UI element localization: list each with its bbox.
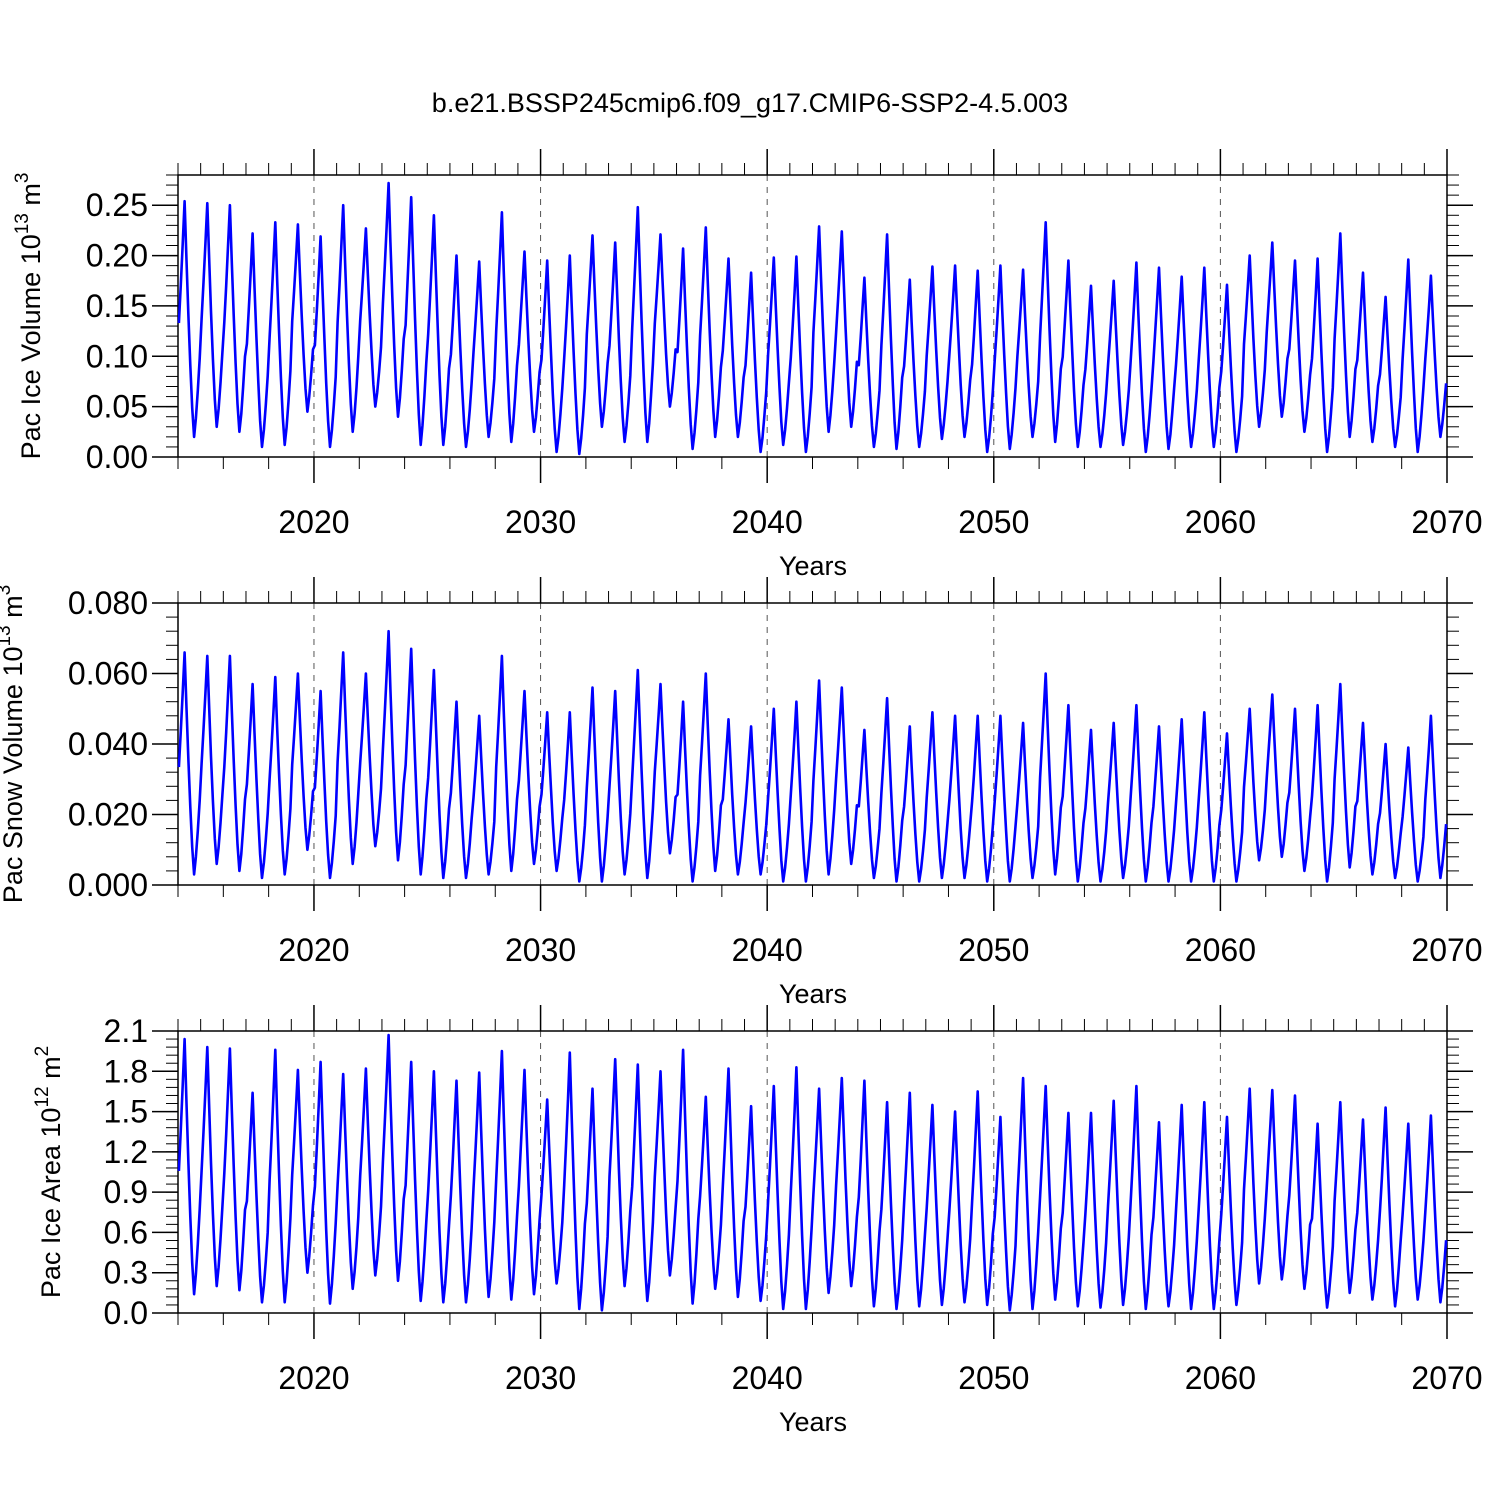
panel-1: 0.00 0.05 0.10 0.15 0.20 0.25 2020 2030 2040 2050…	[12, 149, 1483, 581]
x-tick-label: 2070	[1411, 504, 1482, 540]
x-tick-label: 2030	[505, 504, 576, 540]
x-tick-label: 2040	[732, 932, 803, 968]
y-tick-label: 0.0	[104, 1295, 148, 1331]
y-tick-label: 0.000	[68, 867, 148, 903]
chart-title: b.e21.BSSP245cmip6.f09_g17.CMIP6-SSP2-4.…	[432, 88, 1068, 118]
y-tick-label: 0.6	[104, 1214, 148, 1250]
y-tick-label: 0.15	[86, 288, 148, 324]
plot-frame	[177, 174, 1448, 458]
panel-3: 0.0 0.3 0.6 0.9 1.2 1.5 1.8 2.1 2020 2030 2040 2050…	[32, 1005, 1483, 1437]
y-axis-label: Pac Ice Area 1012 m2	[32, 1046, 66, 1298]
series-line	[177, 181, 1448, 456]
x-tick-label: 2020	[278, 932, 349, 968]
series-line	[177, 1033, 1448, 1312]
y-tick-label: 0.05	[86, 389, 148, 425]
x-tick-label: 2070	[1411, 932, 1482, 968]
x-tick-label: 2040	[732, 504, 803, 540]
y-tick-label: 0.9	[104, 1174, 148, 1210]
y-tick-label: 1.5	[104, 1094, 148, 1130]
y-tick-label: 0.10	[86, 338, 148, 374]
x-tick-label: 2060	[1185, 1360, 1256, 1396]
y-tick-label: 0.060	[68, 656, 148, 692]
x-tick-label: 2050	[958, 1360, 1029, 1396]
x-tick-label: 2020	[278, 504, 349, 540]
y-axis-label: Pac Snow Volume 1013 m3	[0, 585, 28, 903]
x-axis-label: Years	[779, 1407, 847, 1437]
x-tick-label: 2060	[1185, 932, 1256, 968]
panel-2: 0.000 0.020 0.040 0.060 0.080 2020 2030 2040 205…	[0, 577, 1483, 1009]
series-line	[177, 629, 1448, 883]
x-tick-label: 2030	[505, 932, 576, 968]
x-tick-label: 2070	[1411, 1360, 1482, 1396]
y-tick-label: 0.040	[68, 726, 148, 762]
x-tick-label: 2040	[732, 1360, 803, 1396]
y-axis-label: Pac Ice Volume 1013 m3	[12, 173, 46, 460]
chart-panels: 0.00 0.05 0.10 0.15 0.20 0.25 2020 2030 2040 2050…	[0, 149, 1483, 1437]
y-tick-label: 1.8	[104, 1053, 148, 1089]
y-tick-label: 2.1	[104, 1013, 148, 1049]
y-tick-label: 0.25	[86, 187, 148, 223]
y-tick-label: 0.3	[104, 1255, 148, 1291]
x-axis-label: Years	[779, 551, 847, 581]
x-tick-label: 2020	[278, 1360, 349, 1396]
x-tick-label: 2050	[958, 504, 1029, 540]
y-tick-label: 0.00	[86, 439, 148, 475]
y-tick-label: 0.020	[68, 797, 148, 833]
plot-frame	[177, 1030, 1448, 1314]
y-tick-label: 0.080	[68, 585, 148, 621]
x-tick-label: 2030	[505, 1360, 576, 1396]
x-tick-label: 2050	[958, 932, 1029, 968]
y-tick-label: 0.20	[86, 238, 148, 274]
y-tick-label: 1.2	[104, 1134, 148, 1170]
x-axis-label: Years	[779, 979, 847, 1009]
x-tick-label: 2060	[1185, 504, 1256, 540]
